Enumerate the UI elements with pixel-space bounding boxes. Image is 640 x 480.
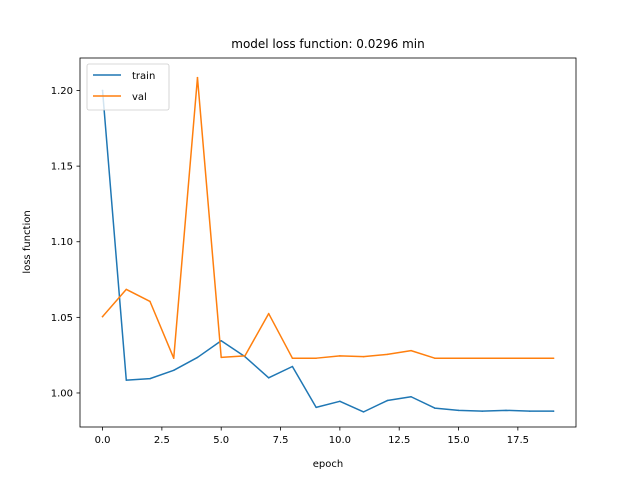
data-point-train	[125, 379, 128, 381]
data-point-val	[315, 357, 317, 359]
data-point-val	[386, 353, 389, 356]
data-point-val	[125, 288, 128, 291]
data-point-train	[196, 356, 199, 359]
y-tick-label: 1.05	[51, 313, 73, 324]
data-point-val	[552, 357, 555, 359]
data-point-val	[196, 76, 199, 79]
data-point-train	[386, 399, 389, 402]
data-point-val	[291, 357, 294, 359]
data-point-val	[410, 349, 412, 352]
data-point-val	[172, 357, 175, 359]
data-point-train	[339, 400, 341, 403]
data-point-train	[149, 377, 151, 380]
x-tick-label: 15.0	[447, 435, 469, 446]
y-tick-label: 1.20	[51, 86, 73, 97]
data-point-train	[410, 396, 412, 398]
legend: train val	[86, 63, 170, 111]
data-point-train	[172, 369, 175, 372]
data-point-train	[362, 411, 365, 413]
y-tick-label: 1.15	[51, 162, 73, 173]
y-axis-ticks: 1.00 1.05 1.10 1.15 1.20	[51, 86, 80, 399]
data-point-train	[481, 410, 484, 412]
data-point-val	[101, 315, 104, 318]
series-line-train	[101, 89, 555, 413]
data-point-val	[244, 355, 246, 357]
data-point-val	[339, 355, 341, 357]
legend-box	[86, 63, 170, 111]
y-tick-label: 1.10	[51, 237, 73, 248]
x-tick-label: 2.5	[154, 435, 170, 446]
x-tick-label: 10.0	[329, 435, 351, 446]
y-axis-label: loss function	[22, 210, 33, 273]
data-point-train	[552, 410, 555, 412]
data-point-val	[434, 357, 436, 359]
data-point-train	[505, 409, 507, 412]
x-tick-label: 0.0	[95, 435, 111, 446]
x-tick-label: 5.0	[213, 435, 229, 446]
data-point-train	[528, 410, 531, 412]
y-tick-label: 1.00	[51, 388, 73, 399]
x-tick-label: 7.5	[273, 435, 289, 446]
data-point-train	[315, 406, 317, 409]
series-line-val	[101, 76, 555, 359]
x-tick-label: 12.5	[388, 435, 410, 446]
chart-title: model loss function: 0.0296 min	[231, 37, 424, 51]
data-point-val	[481, 357, 484, 359]
x-axis-label: epoch	[313, 459, 343, 470]
data-point-val	[528, 357, 531, 359]
data-point-val	[362, 355, 365, 358]
x-axis-ticks: 0.0 2.5 5.0 7.5 10.0 12.5 15.0 17.5	[95, 427, 529, 446]
data-point-val	[220, 356, 222, 359]
data-point-train	[220, 340, 222, 342]
plot-area	[101, 76, 555, 413]
data-point-train	[434, 407, 436, 409]
legend-val-label: val	[132, 92, 147, 103]
data-point-train	[267, 377, 270, 379]
data-point-train	[457, 409, 460, 412]
legend-train-label: train	[132, 71, 155, 82]
data-point-val	[505, 357, 507, 359]
data-point-val	[457, 357, 460, 359]
data-point-val	[267, 312, 270, 315]
x-tick-label: 17.5	[507, 435, 529, 446]
data-point-val	[149, 300, 151, 303]
data-point-train	[291, 365, 294, 368]
axes-frame	[79, 57, 577, 428]
